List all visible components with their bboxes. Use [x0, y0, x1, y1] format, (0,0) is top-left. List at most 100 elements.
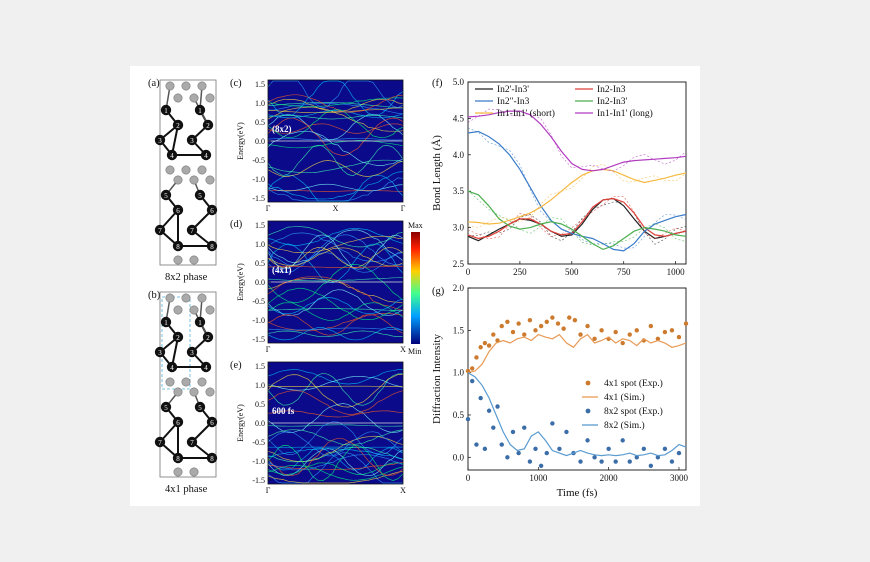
legend-swatch [585, 408, 591, 414]
substrate-atom [189, 387, 199, 397]
series-line [467, 197, 687, 240]
atom-label: 6 [176, 207, 180, 215]
unit-cell-box [159, 291, 217, 478]
figure-svg: (a) 1 12 23 34 45 56 67 78 8 8x2 phase (b) 1 12 23… [148, 77, 689, 499]
data-point [599, 459, 604, 464]
data-point [648, 463, 654, 468]
band-line [267, 80, 404, 116]
band-line [268, 102, 404, 109]
indium-atom [202, 331, 214, 343]
y-axis-label: Diffraction Intensity [431, 334, 443, 424]
indium-atom [154, 346, 166, 358]
data-point [478, 395, 483, 401]
band-ytick-label: 0.5 [255, 259, 265, 268]
indium-atom [194, 401, 206, 413]
substrate-atom [173, 255, 183, 265]
atom-label: 1 [198, 319, 202, 327]
panel-b-letter: (b) [148, 290, 161, 301]
indium-atom [172, 204, 184, 216]
atom-label: 7 [190, 439, 194, 447]
substrate-atom [205, 305, 215, 315]
atom-label: 4 [204, 152, 208, 160]
band-line [267, 375, 404, 391]
data-point [683, 321, 689, 326]
band-line [267, 327, 404, 331]
band-inlay-label: 600 fs [272, 406, 295, 416]
indium-atom [154, 224, 166, 236]
data-point [578, 459, 583, 464]
kpoint-label: Γ [401, 204, 406, 213]
band-ytick-label: 1.0 [255, 99, 265, 108]
data-point [482, 446, 488, 452]
unit-cell-box [159, 79, 217, 266]
indium-atom [172, 331, 184, 343]
band-line [267, 444, 404, 481]
data-point [544, 319, 549, 325]
band-ylabel: Energy(eV) [236, 404, 245, 442]
band-ytick-label: -1.5 [252, 194, 265, 203]
data-point [474, 355, 479, 360]
atom-label: 3 [158, 349, 162, 357]
band-line [267, 109, 404, 139]
band-line [267, 465, 404, 481]
band-line [267, 302, 404, 321]
band-line [267, 471, 404, 484]
data-point [555, 321, 561, 326]
data-point [486, 408, 492, 413]
band-ytick-label: 1.5 [255, 221, 265, 230]
atom-label: 8 [210, 455, 214, 463]
atom-label: 2 [176, 122, 180, 130]
substrate-atom [181, 293, 191, 303]
band-line [267, 308, 404, 312]
band-ytick-label: 1.0 [255, 381, 265, 390]
data-point [567, 315, 572, 320]
band-line [267, 130, 404, 166]
substrate-atom [173, 93, 183, 103]
indium-atom [200, 361, 212, 373]
substrate-atom [197, 293, 207, 303]
band-ytick-label: -1.5 [252, 476, 265, 485]
colorbar-gradient [411, 232, 420, 344]
series-line-dashed [467, 127, 687, 249]
series-line [467, 168, 687, 225]
data-point [606, 446, 611, 452]
indium-atom [202, 119, 214, 131]
atom-label: 5 [164, 404, 168, 412]
data-point [669, 328, 675, 333]
band-ylabel: Energy(eV) [236, 122, 245, 160]
legend-entry: 4x1 spot (Exp.) [604, 378, 663, 389]
series-line-dashed [467, 163, 687, 228]
band-line [267, 429, 404, 446]
band-ytick-label: 1.5 [255, 362, 265, 371]
band-line [267, 297, 404, 315]
data-point [655, 455, 661, 460]
legend-entry: 4x1 (Sim.) [604, 392, 645, 403]
data-point [620, 438, 625, 443]
series-line-dashed [467, 108, 687, 172]
substrate-atom [165, 81, 175, 91]
x-tick-label: 0 [466, 473, 471, 483]
data-point [495, 404, 500, 409]
band-line [267, 159, 404, 174]
data-point [538, 463, 544, 468]
band-line [267, 140, 404, 149]
x-tick-label: 500 [565, 267, 579, 277]
data-point [599, 328, 604, 333]
indium-atom [206, 204, 218, 216]
atom-label: 3 [158, 137, 162, 145]
kpoint-label: X [400, 486, 406, 495]
indium-atom [160, 104, 172, 116]
band-line [267, 266, 404, 268]
data-point [522, 425, 527, 430]
panel-c-letter: (c) [230, 78, 242, 89]
atom-label: 2 [176, 334, 180, 342]
band-line [267, 177, 404, 202]
data-point [634, 455, 639, 460]
substrate-atom [197, 377, 207, 387]
band-line [267, 431, 404, 457]
data-point [486, 343, 492, 348]
substrate-atom [189, 93, 199, 103]
data-point [533, 446, 538, 452]
band-ytick-label: 0.5 [255, 400, 265, 409]
data-point [669, 459, 675, 464]
